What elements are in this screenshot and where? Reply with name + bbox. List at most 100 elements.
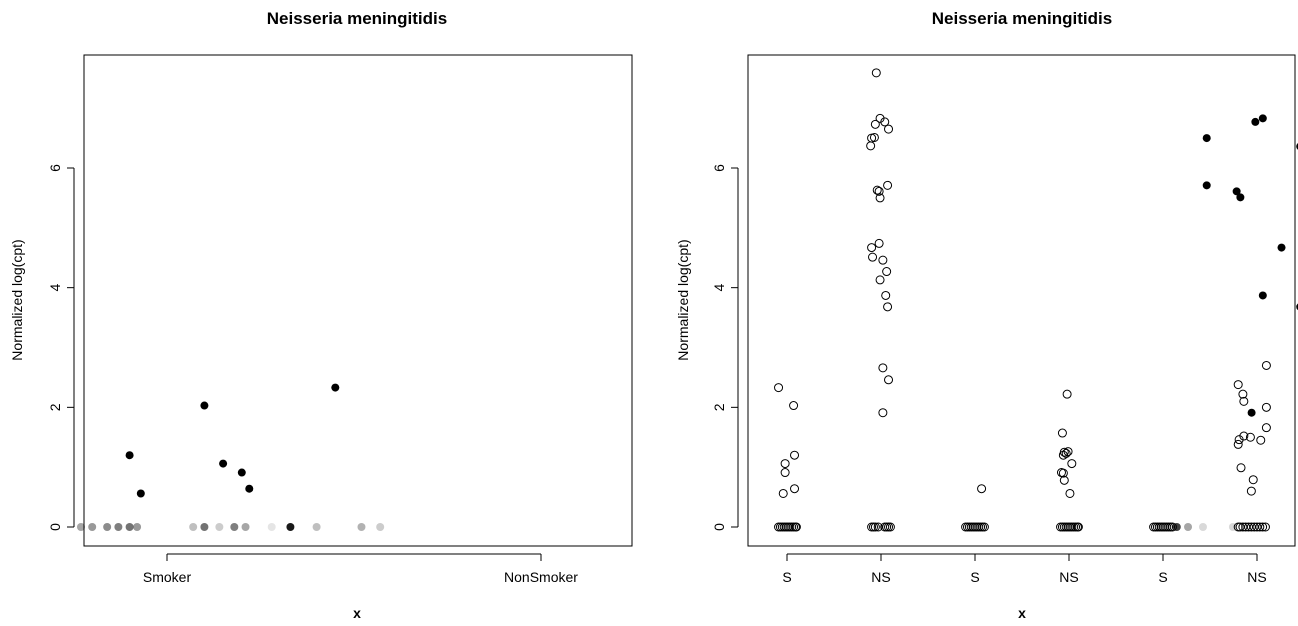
data-point	[878, 363, 888, 373]
data-point	[780, 459, 790, 469]
data-point	[1234, 435, 1244, 445]
data-point	[103, 523, 112, 531]
data-point	[1247, 408, 1256, 417]
data-point	[76, 523, 85, 531]
data-point	[870, 119, 880, 129]
data-point	[880, 117, 890, 127]
data-point	[1251, 117, 1260, 126]
data-point	[200, 401, 209, 410]
data-point	[1258, 522, 1268, 532]
data-point	[1245, 432, 1255, 442]
data-point	[878, 408, 888, 418]
x-tick-label: S	[1158, 569, 1167, 585]
right-data-points	[774, 68, 1271, 532]
y-tick-label: 2	[47, 403, 63, 411]
data-point	[1248, 475, 1258, 485]
y-tick-label: 6	[711, 164, 727, 172]
data-point	[868, 252, 878, 262]
right-x-axis-label: x	[1018, 605, 1026, 621]
data-point	[1255, 522, 1265, 532]
data-point	[882, 267, 892, 277]
data-point	[1277, 243, 1286, 252]
data-point	[1232, 187, 1241, 196]
left-data-points	[76, 114, 1298, 531]
data-point	[871, 68, 881, 78]
y-tick-label: 6	[47, 164, 63, 172]
left-chart-title: Neisseria meningitidis	[267, 9, 447, 28]
data-point	[881, 290, 891, 300]
data-point	[237, 468, 246, 477]
data-point	[219, 459, 228, 468]
data-point	[1202, 134, 1211, 143]
data-point	[1260, 522, 1270, 532]
data-point	[1062, 389, 1072, 399]
data-point	[1233, 439, 1243, 449]
data-point	[200, 523, 209, 531]
data-point	[1073, 522, 1083, 532]
x-tick-label: NS	[871, 569, 890, 585]
right-chart-title: Neisseria meningitidis	[932, 9, 1112, 28]
data-point	[1202, 181, 1211, 190]
data-point	[870, 522, 880, 532]
data-point	[1236, 463, 1246, 473]
data-point	[790, 450, 800, 460]
data-point	[1236, 193, 1245, 202]
left-scatter-panel: Neisseria meningitidis Normalized log(cp…	[9, 9, 1298, 621]
data-point	[1261, 360, 1271, 370]
x-tick-label: S	[782, 569, 791, 585]
data-point	[874, 186, 884, 196]
data-point	[245, 484, 254, 493]
right-scatter-panel: Neisseria meningitidis Normalized log(cp…	[675, 9, 1296, 621]
data-point	[885, 522, 895, 532]
data-point	[790, 484, 800, 494]
data-point	[230, 523, 239, 531]
data-point	[1238, 389, 1248, 399]
data-point	[125, 523, 134, 531]
data-point	[1065, 488, 1075, 498]
data-point	[884, 124, 894, 134]
data-point	[1058, 450, 1068, 460]
left-axis-ticks: 0 2 4 6 Smoker NonSmoker	[47, 164, 578, 585]
data-point	[1167, 522, 1177, 532]
data-point	[789, 401, 799, 411]
y-tick-label: 4	[47, 284, 63, 292]
data-point	[1059, 475, 1069, 485]
data-point	[884, 375, 894, 385]
left-plot-frame	[83, 54, 633, 547]
y-tick-label: 2	[711, 403, 727, 411]
right-plot-frame	[747, 54, 1296, 547]
x-tick-label: S	[970, 569, 979, 585]
data-point	[1256, 435, 1266, 445]
data-point	[878, 255, 888, 265]
data-point	[312, 523, 321, 531]
data-point	[977, 484, 987, 494]
data-point	[778, 488, 788, 498]
right-axis-ticks: 0 2 4 6 S NS S NS S NS	[711, 164, 1267, 585]
data-point	[868, 522, 878, 532]
data-point	[189, 523, 198, 531]
y-tick-label: 0	[47, 523, 63, 531]
data-point	[1258, 291, 1267, 300]
data-point	[1184, 523, 1193, 531]
x-tick-label: NS	[1059, 569, 1078, 585]
data-point	[133, 523, 142, 531]
data-point	[1198, 523, 1207, 531]
data-point	[241, 523, 250, 531]
data-point	[286, 523, 295, 531]
data-point	[875, 193, 885, 203]
data-point	[791, 522, 801, 532]
data-point	[1067, 459, 1077, 469]
y-tick-label: 0	[711, 523, 727, 531]
data-point	[869, 132, 879, 142]
data-point	[979, 522, 989, 532]
data-point	[1058, 468, 1068, 478]
data-point	[1261, 402, 1271, 412]
data-point	[1239, 396, 1249, 406]
data-point	[774, 383, 784, 393]
data-point	[88, 523, 97, 531]
data-point	[136, 489, 145, 498]
data-point	[267, 523, 276, 531]
data-point	[357, 523, 366, 531]
data-point	[866, 141, 876, 151]
